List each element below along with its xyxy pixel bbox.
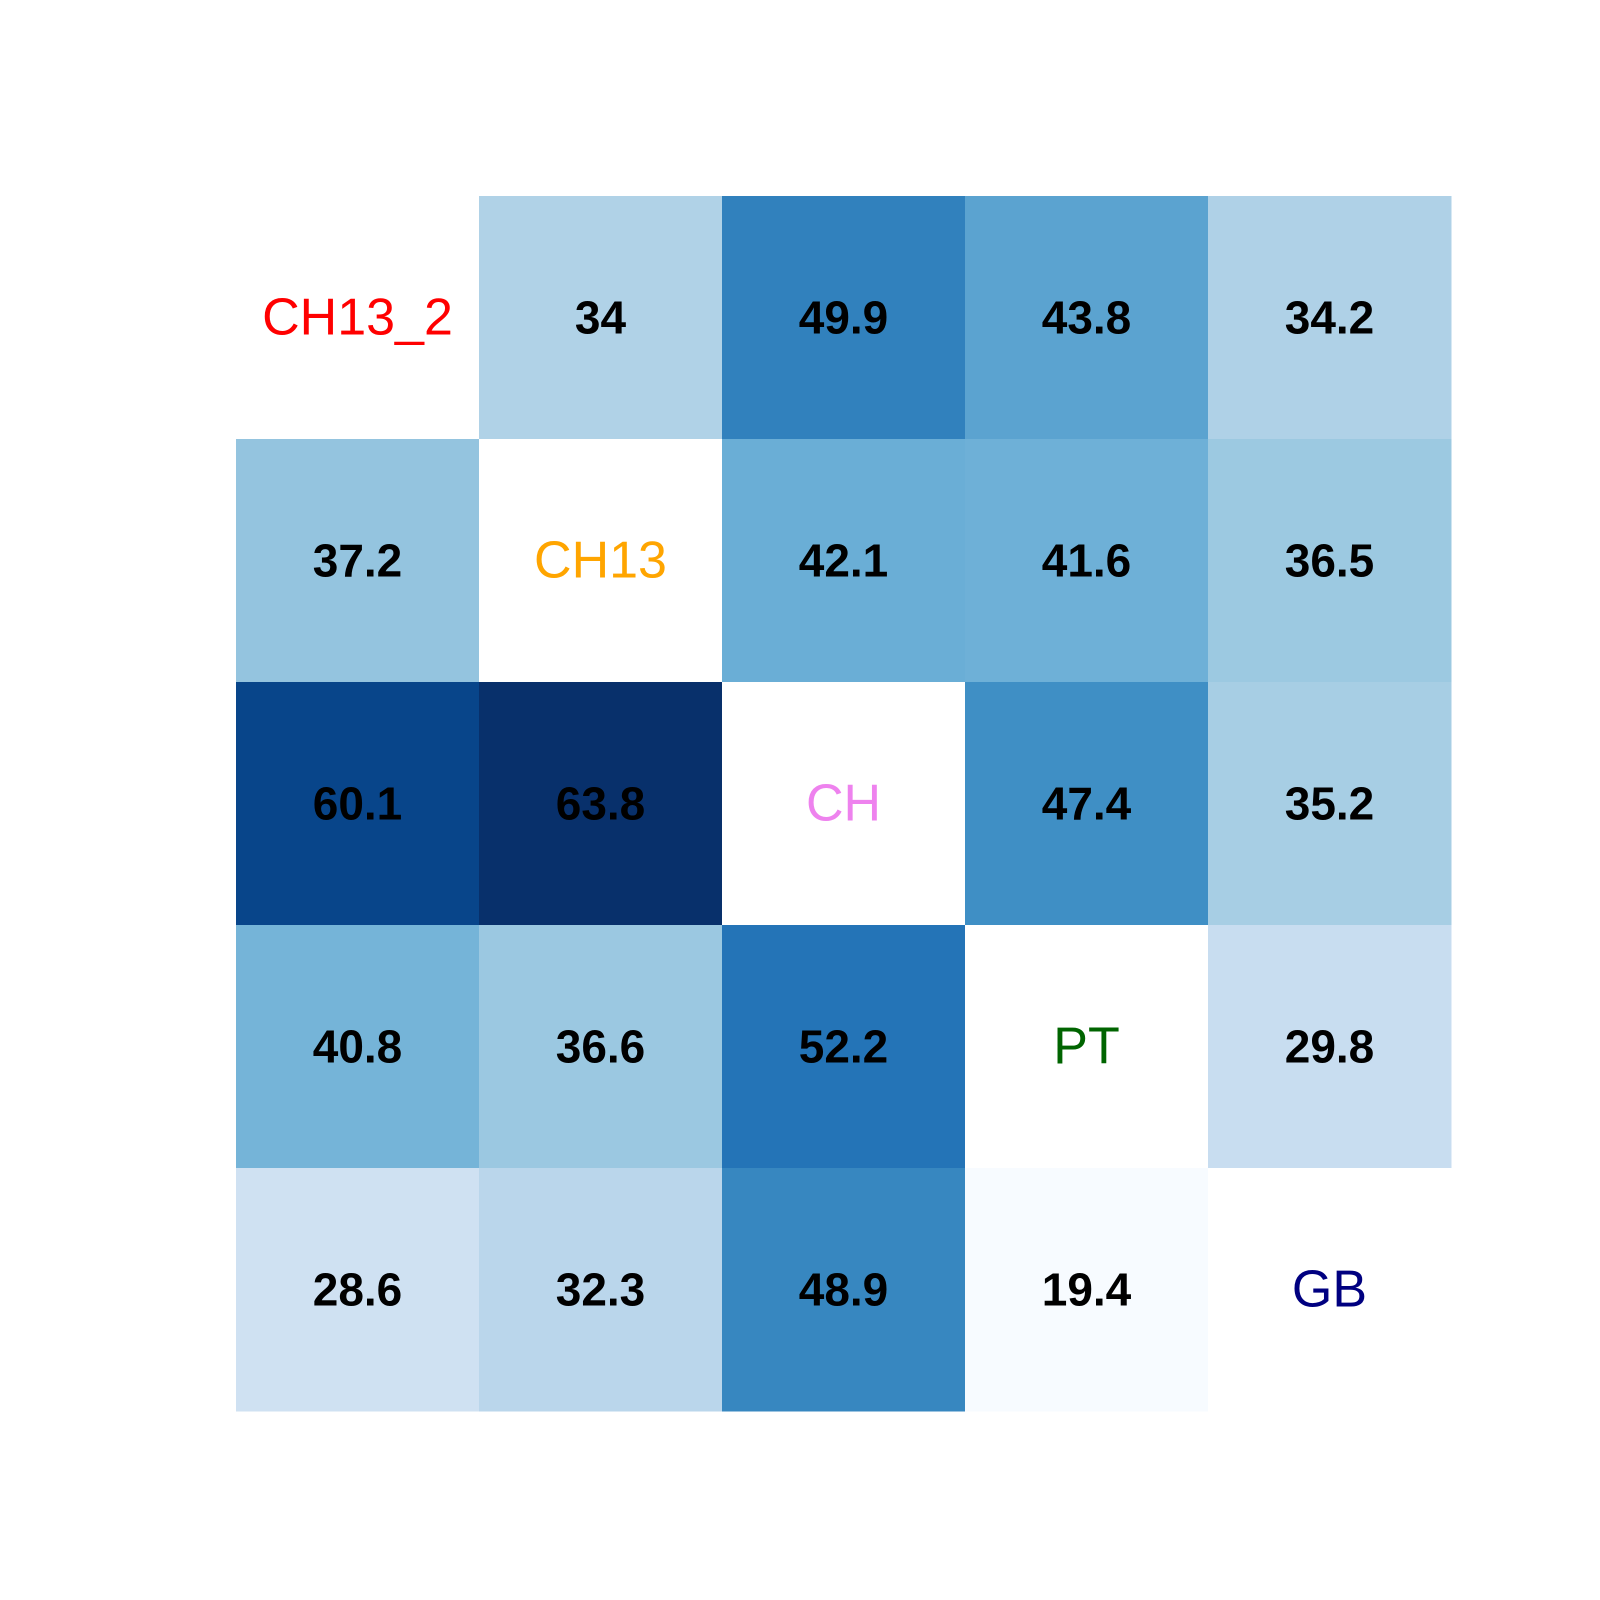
heatmap-cell-value: 41.6 bbox=[1042, 535, 1132, 587]
heatmap-cell-value: 19.4 bbox=[1042, 1264, 1132, 1316]
heatmap-cell-value: 29.8 bbox=[1285, 1021, 1375, 1073]
heatmap-cell-value: 28.6 bbox=[313, 1264, 403, 1316]
heatmap-cell bbox=[722, 196, 966, 440]
heatmap-diagonal-label: GB bbox=[1292, 1261, 1367, 1319]
heatmap-cell bbox=[479, 196, 723, 440]
heatmap-cell-value: 36.6 bbox=[556, 1021, 646, 1073]
heatmap-cell-value: 40.8 bbox=[313, 1021, 403, 1073]
heatmap-diagonal-cell bbox=[1208, 1168, 1452, 1412]
heatmap-cell bbox=[722, 1168, 966, 1412]
heatmap-cell-value: 34.2 bbox=[1285, 292, 1375, 344]
heatmap-labels: CH13_2 34 49.9 43.8 34.2 37.2 CH13 42.1 41.6 36.5… bbox=[262, 289, 1374, 1319]
heatmap-diagonal-cell bbox=[965, 925, 1209, 1169]
heatmap-cell-value: 48.9 bbox=[799, 1264, 889, 1316]
heatmap-diagonal-label: PT bbox=[1053, 1018, 1119, 1076]
heatmap-cell-value: 60.1 bbox=[313, 778, 403, 830]
heatmap-diagonal-cell bbox=[236, 196, 480, 440]
heatmap-cell-value: 47.4 bbox=[1042, 778, 1132, 830]
heatmap-diagonal-label: CH13_2 bbox=[262, 289, 453, 347]
heatmap-cell bbox=[1208, 196, 1452, 440]
heatmap-cell-value: 52.2 bbox=[799, 1021, 889, 1073]
heatmap-cell bbox=[479, 1168, 723, 1412]
heatmap-cell-value: 63.8 bbox=[556, 778, 646, 830]
heatmap-diagonal-cell bbox=[479, 439, 723, 683]
heatmap-cell bbox=[479, 925, 723, 1169]
heatmap-cell bbox=[1208, 439, 1452, 683]
heatmap-cell bbox=[965, 682, 1209, 926]
heatmap-cell-value: 34 bbox=[575, 292, 627, 344]
heatmap-cell bbox=[1208, 682, 1452, 926]
heatmap-diagonal-label: CH13 bbox=[534, 532, 667, 590]
heatmap-cell bbox=[722, 439, 966, 683]
heatmap-cell-value: 35.2 bbox=[1285, 778, 1375, 830]
heatmap-cells bbox=[236, 196, 1452, 1412]
heatmap-cell bbox=[236, 439, 480, 683]
heatmap-cell-value: 37.2 bbox=[313, 535, 403, 587]
heatmap-cell-value: 42.1 bbox=[799, 535, 889, 587]
heatmap-cell bbox=[236, 925, 480, 1169]
heatmap-cell bbox=[965, 1168, 1209, 1412]
heatmap-cell bbox=[236, 1168, 480, 1412]
heatmap-cell bbox=[1208, 925, 1452, 1169]
heatmap-cell-value: 32.3 bbox=[556, 1264, 646, 1316]
heatmap-cell bbox=[965, 439, 1209, 683]
heatmap-cell bbox=[479, 682, 723, 926]
heatmap-cell-value: 43.8 bbox=[1042, 292, 1132, 344]
heatmap-cell bbox=[965, 196, 1209, 440]
heatmap-cell-value: 49.9 bbox=[799, 292, 889, 344]
heatmap-cell bbox=[236, 682, 480, 926]
heatmap-diagonal-label: CH bbox=[806, 775, 881, 833]
heatmap-diagonal-cell bbox=[722, 682, 966, 926]
heatmap-cell bbox=[722, 925, 966, 1169]
heatmap-cell-value: 36.5 bbox=[1285, 535, 1375, 587]
